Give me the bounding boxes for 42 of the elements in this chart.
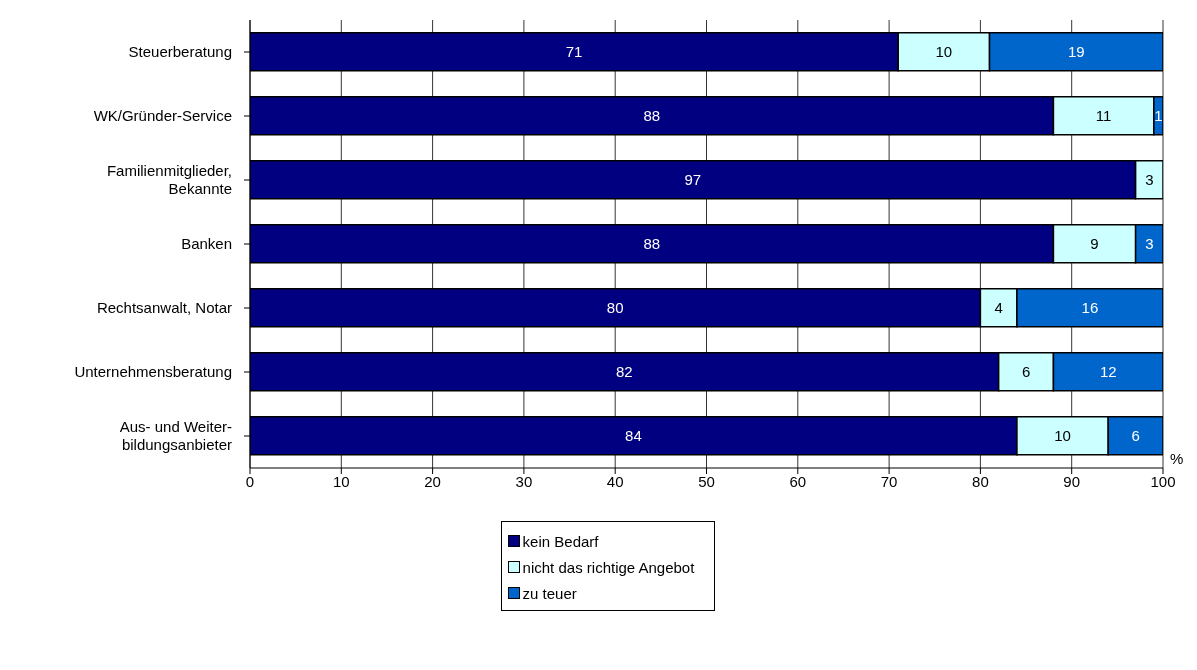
data-label: 10 bbox=[1054, 427, 1071, 445]
y-tick-label: Familienmitglieder, Bekannte bbox=[106, 162, 232, 197]
data-label: 19 bbox=[1067, 43, 1085, 61]
x-axis-title: % bbox=[1170, 450, 1184, 467]
data-label: 4 bbox=[994, 299, 1003, 317]
x-tick-label: 10 bbox=[332, 472, 350, 490]
x-tick-label: 60 bbox=[789, 472, 807, 490]
x-tick-label: 50 bbox=[698, 472, 715, 490]
y-tick-label: Unternehmensberatung bbox=[74, 363, 232, 380]
x-tick-label: 40 bbox=[606, 472, 624, 490]
data-label: 88 bbox=[643, 107, 661, 125]
y-tick-label: Steuerberatung bbox=[128, 43, 232, 60]
x-tick-label: 100 bbox=[1150, 472, 1176, 490]
data-label: 10 bbox=[935, 43, 953, 61]
data-label: 71 bbox=[565, 43, 583, 61]
y-tick-label: WK/Gründer-Service bbox=[93, 107, 232, 124]
data-label: 3 bbox=[1145, 235, 1154, 253]
data-label: 1 bbox=[1154, 107, 1163, 125]
data-label: 88 bbox=[643, 235, 661, 253]
data-label: 80 bbox=[606, 299, 624, 317]
data-label: 84 bbox=[625, 427, 642, 445]
data-label: 82 bbox=[615, 363, 633, 381]
data-label: 11 bbox=[1095, 107, 1112, 125]
legend-label: zu teuer bbox=[522, 584, 577, 602]
data-label: 9 bbox=[1090, 235, 1099, 253]
y-tick-label: Rechtsanwalt, Notar bbox=[96, 299, 232, 316]
x-tick-label: 30 bbox=[515, 472, 533, 490]
y-tick-label: Aus- und Weiter- bildungsanbieter bbox=[119, 418, 232, 453]
x-tick-label: 20 bbox=[424, 472, 441, 490]
legend-label: nicht das richtige Angebot bbox=[522, 558, 695, 576]
x-tick-label: 80 bbox=[972, 472, 989, 490]
x-tick-label: 70 bbox=[880, 472, 898, 490]
x-tick-label: 90 bbox=[1063, 472, 1081, 490]
y-tick-label: Banken bbox=[181, 235, 232, 252]
data-label: 16 bbox=[1081, 299, 1099, 317]
legend-label: kein Bedarf bbox=[522, 532, 599, 550]
data-label: 3 bbox=[1145, 171, 1154, 189]
data-label: 6 bbox=[1131, 427, 1140, 445]
data-label: 12 bbox=[1099, 363, 1117, 381]
data-label: 6 bbox=[1021, 363, 1031, 381]
x-tick-label: 0 bbox=[245, 472, 255, 490]
data-label: 97 bbox=[684, 171, 702, 189]
